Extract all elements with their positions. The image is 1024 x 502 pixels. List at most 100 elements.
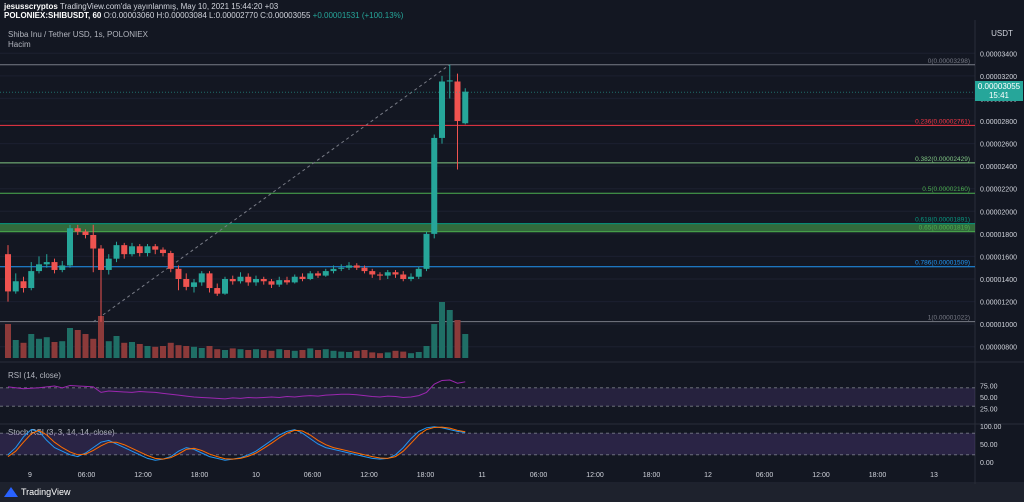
- volume-bar: [268, 350, 275, 358]
- volume-bar: [315, 350, 321, 358]
- price-chart[interactable]: 0.000034000.000032000.000030000.00002800…: [0, 20, 1024, 484]
- volume-bar: [423, 346, 430, 358]
- candle-body: [222, 279, 228, 294]
- time-tick-label: 11: [478, 472, 485, 479]
- fib-level-label: 0.65(0.00001819): [919, 225, 970, 232]
- volume-bar: [353, 350, 360, 358]
- candle-body: [369, 271, 376, 275]
- brand-name: TradingView: [21, 487, 71, 497]
- volume-bar: [191, 346, 197, 358]
- candle-body: [268, 281, 275, 285]
- volume-bar: [408, 353, 414, 358]
- stoch-legend: Stoch RSI (3, 3, 14, 14, close): [8, 428, 115, 437]
- candle-body: [74, 228, 81, 232]
- stoch-band: [0, 433, 975, 455]
- volume-bar: [260, 350, 267, 358]
- candle-body: [439, 81, 445, 138]
- volume-bar: [51, 342, 58, 358]
- candle-body: [291, 276, 298, 283]
- fib-level-label: 0.786(0.00001509): [915, 260, 970, 267]
- volume-bar: [454, 320, 461, 358]
- publish-date: TradingView.com'da yayınlanmış, May 10, …: [57, 2, 279, 11]
- candle-body: [198, 273, 205, 283]
- candle-body: [59, 265, 66, 270]
- volume-bar: [198, 348, 205, 358]
- price-tick-label: 0.00003400: [980, 51, 1017, 58]
- volume-bar: [284, 350, 290, 358]
- price-tick-label: 0.00002000: [980, 209, 1017, 216]
- time-tick-label: 18:00: [417, 472, 435, 479]
- time-tick-label: 10: [252, 472, 260, 479]
- volume-bar: [82, 334, 89, 358]
- candle-body: [361, 267, 368, 272]
- volume-bar: [439, 302, 445, 358]
- candle-body: [237, 276, 244, 282]
- tradingview-brand[interactable]: TradingView: [4, 487, 71, 497]
- volume-bar: [330, 350, 337, 358]
- time-tick-label: 18:00: [643, 472, 661, 479]
- price-tick-label: 0.00001600: [980, 254, 1017, 261]
- volume-bar: [98, 316, 104, 358]
- volume-bar: [377, 353, 383, 358]
- candle-body: [299, 276, 306, 279]
- time-tick-label: 9: [28, 472, 32, 479]
- candle-body: [206, 273, 213, 289]
- volume-bar: [415, 352, 422, 358]
- stoch-tick-label: 100.00: [980, 424, 1002, 431]
- candle-body: [253, 279, 259, 283]
- time-tick-label: 06:00: [756, 472, 774, 479]
- rsi-tick-label: 75.00: [980, 384, 998, 391]
- rsi-tick-label: 25.00: [980, 407, 998, 414]
- candle-body: [214, 288, 221, 294]
- volume-legend: Hacim: [8, 40, 31, 49]
- price-tick-label: 0.00002400: [980, 164, 1017, 171]
- volume-bar: [361, 350, 368, 358]
- symbol-label: POLONIEX:SHIBUSDT, 60: [4, 11, 102, 20]
- candle-body: [20, 281, 27, 289]
- volume-bar: [175, 345, 182, 358]
- candle-body: [105, 258, 112, 270]
- candle-body: [245, 276, 252, 283]
- volume-bar: [12, 340, 19, 358]
- candle-body: [353, 265, 360, 268]
- candle-body: [129, 246, 135, 255]
- fib-level-label: 0.5(0.00002160): [922, 186, 970, 193]
- candle-body: [384, 272, 391, 276]
- volume-bar: [43, 337, 50, 358]
- volume-bar: [206, 346, 213, 358]
- candle-body: [462, 91, 469, 124]
- stoch-tick-label: 0.00: [980, 460, 994, 467]
- volume-bar: [90, 338, 97, 358]
- price-tick-label: 0.00001000: [980, 322, 1017, 329]
- price-tick-label: 0.00000800: [980, 345, 1017, 352]
- fib-level-label: 0(0.00003298): [928, 58, 970, 65]
- volume-bar: [113, 336, 120, 358]
- volume-bar: [59, 341, 66, 358]
- candle-body: [28, 271, 35, 289]
- volume-bar: [121, 342, 128, 358]
- candle-body: [82, 231, 89, 235]
- volume-bar: [67, 328, 73, 358]
- volume-bar: [167, 342, 174, 358]
- candle-body: [338, 267, 345, 269]
- candle-body: [36, 264, 42, 272]
- volume-bar: [245, 350, 252, 358]
- candle-body: [415, 268, 422, 277]
- volume-bar: [214, 349, 221, 358]
- time-tick-label: 06:00: [530, 472, 548, 479]
- last-price: 0.00003055: [977, 82, 1021, 91]
- time-tick-label: 12:00: [812, 472, 830, 479]
- author-name[interactable]: jesusscryptos: [4, 2, 58, 11]
- time-tick-label: 13: [930, 472, 938, 479]
- candle-body: [431, 137, 438, 234]
- stoch-d-line: [7, 426, 466, 460]
- candle-body: [377, 274, 383, 276]
- volume-bar: [369, 352, 376, 358]
- candle-body: [98, 248, 104, 270]
- candle-body: [5, 254, 11, 292]
- time-tick-label: 12: [704, 472, 712, 479]
- last-price-badge: 0.00003055 15:41: [975, 81, 1023, 101]
- change-value: +0.00001531 (+100.13%): [312, 11, 404, 20]
- header-bar: jesusscryptos TradingView.com'da yayınla…: [0, 0, 1024, 20]
- volume-bar: [152, 346, 159, 358]
